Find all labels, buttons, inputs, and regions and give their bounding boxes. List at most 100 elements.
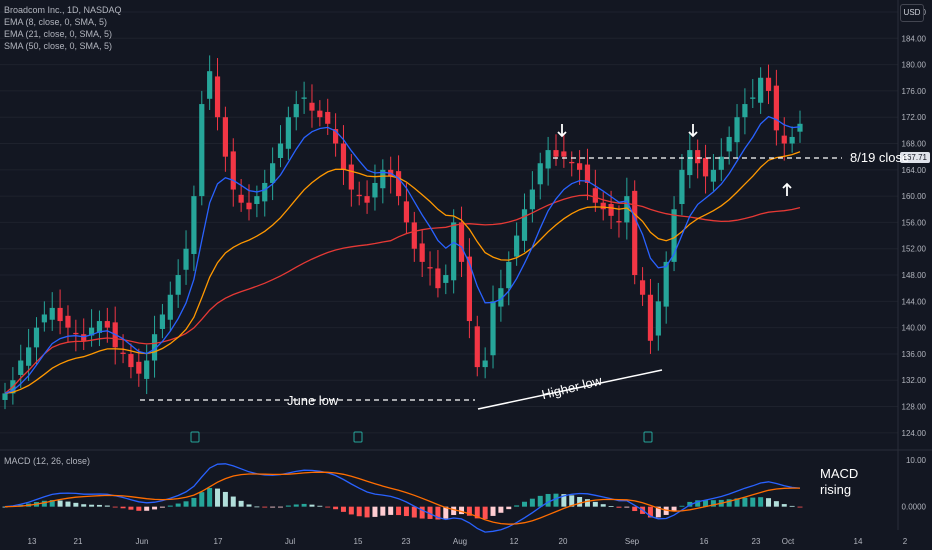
macd-histogram-bar (529, 498, 535, 507)
candle-body (427, 267, 433, 269)
macd-histogram-bar (2, 506, 8, 508)
macd-histogram-bar (348, 506, 354, 515)
macd-histogram-bar (372, 506, 378, 517)
candle-body (293, 104, 299, 118)
macd-histogram-bar (679, 505, 685, 507)
macd-tick-label: 10.00 (906, 456, 927, 465)
candle-body (41, 314, 47, 323)
candle-body (411, 222, 417, 249)
candle-body (395, 171, 402, 197)
candle-body (340, 143, 347, 170)
candle-body (144, 360, 150, 379)
macd-histogram-bar (710, 500, 716, 507)
candle-body (81, 334, 87, 341)
macd-label: MACD (12, 26, close) (4, 456, 91, 466)
macd-histogram-bar (403, 506, 409, 517)
y-tick-label: 160.00 (902, 192, 927, 201)
macd-histogram-bar (592, 501, 598, 507)
macd-histogram-bar (647, 506, 653, 518)
macd-histogram-bar (356, 506, 362, 517)
candle-body (403, 201, 410, 223)
higher-low-line (477, 369, 663, 410)
candle-body (183, 248, 189, 270)
macd-histogram-bar (655, 506, 661, 518)
ema21-label: EMA (21, close, 0, SMA, 5) (4, 29, 113, 39)
candle-body (175, 275, 181, 295)
macd-histogram-bar (120, 506, 126, 509)
x-tick-label: Jun (136, 537, 149, 546)
sma50-label: SMA (50, close, 0, SMA, 5) (4, 41, 113, 51)
x-tick-label: 2 (903, 537, 908, 546)
candle-body (325, 111, 331, 124)
candle-body (679, 169, 685, 205)
candle-body (277, 143, 284, 158)
x-tick-label: 14 (854, 537, 863, 546)
y-tick-label: 164.00 (902, 166, 927, 175)
macd-histogram-bar (152, 506, 158, 510)
candle-body (167, 294, 173, 320)
macd-histogram-bar (285, 505, 291, 507)
macd-histogram-bar (340, 506, 346, 512)
macd-histogram-bar (466, 506, 472, 516)
candle-body (372, 182, 378, 198)
candle-body (199, 104, 205, 197)
macd-histogram-bar (443, 506, 449, 519)
y-tick-label: 124.00 (902, 429, 927, 438)
y-tick-label: 148.00 (902, 271, 927, 280)
y-tick-label: 172.00 (902, 113, 927, 122)
x-tick-label: 15 (354, 537, 363, 546)
down-arrow-icon (688, 124, 698, 138)
event-marker-icon (190, 431, 200, 443)
candle-body (797, 123, 803, 132)
candle-body (577, 163, 583, 170)
macd-histogram-bar (309, 504, 315, 507)
macd-histogram-bar (301, 503, 307, 507)
macd-histogram-bar (65, 501, 71, 507)
candle-body (348, 164, 354, 190)
candle-body (647, 294, 654, 341)
candle-body (632, 190, 638, 276)
macd-histogram-bar (96, 504, 102, 507)
up-arrow-icon (782, 182, 792, 196)
candle-body (639, 280, 646, 295)
macd-histogram-bar (616, 506, 622, 508)
macd-histogram-bar (490, 506, 496, 516)
macd-histogram-bar (199, 492, 205, 507)
candle-body (458, 222, 465, 262)
candle-body (254, 196, 260, 205)
candle-body (96, 321, 103, 333)
candle-body (773, 85, 779, 131)
macd-histogram-bar (207, 487, 213, 507)
macd-histogram-bar (600, 504, 606, 507)
candle-body (569, 161, 575, 164)
macd-histogram-bar (584, 499, 590, 507)
macd-histogram-bar (781, 504, 787, 507)
candle-body (758, 77, 764, 103)
macd-histogram-bar (435, 506, 441, 520)
macd-histogram-bar (419, 506, 425, 519)
macd-histogram-bar (89, 504, 95, 507)
macd-histogram-bar (388, 506, 394, 515)
candle-body (474, 326, 480, 368)
indicator-legend: Broadcom Inc., 1D, NASDAQ EMA (8, close,… (4, 4, 122, 52)
y-tick-label: 140.00 (902, 324, 927, 333)
macd-histogram-bar (81, 504, 87, 507)
ema8-line (4, 115, 801, 395)
macd-histogram-bar (238, 500, 244, 507)
x-tick-label: Oct (782, 537, 795, 546)
sma50-line (4, 194, 801, 394)
macd-histogram-bar (254, 506, 260, 508)
currency-button[interactable]: USD (900, 4, 924, 22)
candle-body (18, 360, 24, 375)
candle-body (663, 261, 669, 307)
candle-body (624, 196, 630, 223)
x-tick-label: Jul (285, 537, 295, 546)
macd-histogram-bar (57, 500, 63, 507)
candle-body (781, 135, 787, 144)
candle-body (33, 327, 40, 348)
candle-body (726, 136, 732, 152)
candle-body (270, 163, 276, 183)
macd-histogram-bar (215, 488, 221, 507)
macd-histogram-bar (561, 494, 567, 507)
